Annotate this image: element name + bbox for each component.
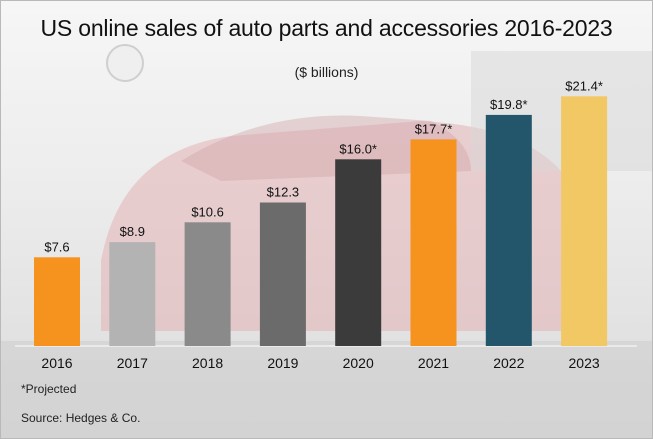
bar-2021 (410, 139, 457, 346)
x-tick-label-2022: 2022 (493, 355, 524, 371)
chart-title: US online sales of auto parts and access… (40, 15, 613, 41)
data-label-2022: $19.8* (490, 97, 528, 112)
x-tick-label-2021: 2021 (418, 355, 449, 371)
bar-2018 (184, 222, 231, 346)
x-tick-label-2017: 2017 (117, 355, 148, 371)
bar-2016 (34, 257, 80, 346)
chart-subtitle: ($ billions) (294, 64, 359, 80)
bar-2019 (259, 202, 306, 346)
data-label-2023: $21.4* (565, 78, 603, 93)
x-tick-label-2016: 2016 (41, 355, 72, 371)
data-label-2018: $10.6 (191, 204, 224, 219)
data-label-2021: $17.7* (415, 121, 453, 136)
data-label-2019: $12.3 (267, 185, 300, 200)
x-tick-label-2018: 2018 (192, 355, 223, 371)
x-tick-label-2023: 2023 (569, 355, 600, 371)
x-tick-label-2020: 2020 (343, 355, 374, 371)
bar-2020 (335, 159, 382, 346)
data-label-2017: $8.9 (120, 224, 145, 239)
data-label-2016: $7.6 (44, 239, 69, 254)
source-note: Source: Hedges & Co. (21, 411, 141, 425)
data-label-2020: $16.0* (339, 141, 377, 156)
projected-footnote: *Projected (21, 382, 77, 396)
bar-2023 (561, 96, 608, 346)
bar-2022 (485, 114, 532, 347)
bar-2017 (109, 242, 156, 346)
x-tick-label-2019: 2019 (267, 355, 298, 371)
